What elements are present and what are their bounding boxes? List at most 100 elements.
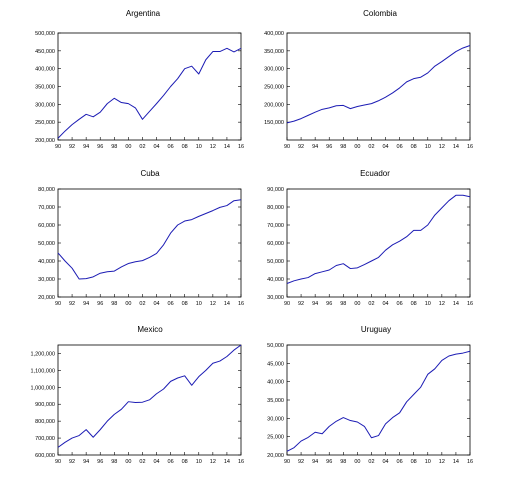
x-tick-label: 98 <box>340 459 346 465</box>
x-tick-label: 00 <box>125 144 131 150</box>
series-line <box>286 45 471 124</box>
x-tick-label: 06 <box>168 459 174 465</box>
x-tick-label: 04 <box>382 144 388 150</box>
y-tick-label: 60,000 <box>38 223 55 229</box>
y-tick-label: 700,000 <box>35 436 55 442</box>
x-tick-label: 02 <box>139 301 145 307</box>
x-tick-label: 16 <box>238 301 244 307</box>
x-tick-label: 98 <box>111 459 117 465</box>
x-tick-label: 96 <box>326 301 332 307</box>
y-tick-label: 350,000 <box>264 49 284 55</box>
y-tick-label: 400,000 <box>264 31 284 37</box>
x-tick-label: 94 <box>312 144 318 150</box>
x-tick-label: 00 <box>125 301 131 307</box>
x-tick-label: 00 <box>354 301 360 307</box>
y-tick-label: 1,200,000 <box>31 351 55 357</box>
y-tick-label: 60,000 <box>267 241 284 247</box>
series-line <box>286 194 471 284</box>
x-tick-label: 90 <box>284 459 290 465</box>
plot-frame <box>57 344 242 456</box>
x-tick-label: 12 <box>210 459 216 465</box>
x-tick-label: 00 <box>125 459 131 465</box>
x-tick-label: 14 <box>224 301 230 307</box>
panel-argentina: Argentina 200,000 250,000 300,000 350,000 400… <box>35 9 244 150</box>
y-tick-label: 200,000 <box>35 138 55 144</box>
y-tick-label: 800,000 <box>35 419 55 425</box>
y-tick-label: 50,000 <box>267 259 284 265</box>
x-tick-label: 06 <box>397 301 403 307</box>
x-tick-label: 08 <box>182 301 188 307</box>
plot-frame <box>286 188 471 298</box>
y-tick-label: 900,000 <box>35 402 55 408</box>
x-tick-label: 90 <box>284 144 290 150</box>
y-tick-label: 1,000,000 <box>31 385 55 391</box>
x-tick-label: 00 <box>354 459 360 465</box>
y-tick-label: 1,100,000 <box>31 368 55 374</box>
y-tick-label: 40,000 <box>267 380 284 386</box>
y-tick-label: 150,000 <box>264 120 284 126</box>
y-tick-label: 500,000 <box>35 31 55 37</box>
x-tick-label: 08 <box>182 144 188 150</box>
x-tick-label: 94 <box>83 301 89 307</box>
x-tick-label: 04 <box>153 301 159 307</box>
x-tick-label: 10 <box>196 144 202 150</box>
y-tick-label: 20,000 <box>267 453 284 459</box>
y-tick-label: 250,000 <box>35 120 55 126</box>
y-tick-label: 80,000 <box>38 187 55 193</box>
y-tick-label: 350,000 <box>35 85 55 91</box>
x-tick-label: 92 <box>69 301 75 307</box>
panel-uruguay: Uruguay 20,000 25,000 30,000 35,000 40,000 45,… <box>267 325 473 465</box>
x-tick-label: 96 <box>97 144 103 150</box>
x-tick-label: 12 <box>439 459 445 465</box>
x-tick-label: 10 <box>196 459 202 465</box>
x-tick-label: 14 <box>224 144 230 150</box>
x-tick-label: 94 <box>312 459 318 465</box>
x-tick-label: 90 <box>55 144 61 150</box>
x-tick-label: 90 <box>55 301 61 307</box>
panel-cuba: Cuba 20,000 30,000 40,000 50,000 60,000 70,000… <box>38 169 244 307</box>
y-tick-label: 25,000 <box>267 435 284 441</box>
x-tick-label: 06 <box>168 144 174 150</box>
y-tick-label: 600,000 <box>35 453 55 459</box>
x-tick-label: 16 <box>467 459 473 465</box>
y-tick-label: 70,000 <box>267 223 284 229</box>
series-line <box>57 199 242 280</box>
y-tick-label: 300,000 <box>264 67 284 73</box>
x-tick-label: 10 <box>425 144 431 150</box>
y-tick-label: 250,000 <box>264 85 284 91</box>
x-tick-label: 12 <box>439 301 445 307</box>
x-tick-label: 98 <box>111 301 117 307</box>
y-tick-label: 300,000 <box>35 102 55 108</box>
y-tick-label: 45,000 <box>267 361 284 367</box>
y-tick-label: 40,000 <box>267 277 284 283</box>
series-line <box>57 344 242 448</box>
x-tick-label: 16 <box>467 301 473 307</box>
x-tick-label: 02 <box>139 144 145 150</box>
x-tick-label: 98 <box>111 144 117 150</box>
x-tick-label: 10 <box>425 459 431 465</box>
y-tick-label: 450,000 <box>35 49 55 55</box>
x-tick-label: 12 <box>439 144 445 150</box>
x-tick-label: 96 <box>326 144 332 150</box>
x-tick-label: 08 <box>411 459 417 465</box>
x-tick-label: 10 <box>196 301 202 307</box>
y-tick-label: 400,000 <box>35 67 55 73</box>
panel-title: Colombia <box>363 9 397 18</box>
y-tick-label: 200,000 <box>264 102 284 108</box>
y-tick-label: 80,000 <box>267 205 284 211</box>
x-tick-label: 14 <box>453 301 459 307</box>
y-tick-label: 70,000 <box>38 205 55 211</box>
x-tick-label: 98 <box>340 301 346 307</box>
x-tick-label: 92 <box>69 459 75 465</box>
panel-title: Uruguay <box>361 325 391 334</box>
panel-title: Mexico <box>137 325 163 334</box>
x-tick-label: 94 <box>312 301 318 307</box>
x-tick-label: 12 <box>210 301 216 307</box>
y-tick-label: 40,000 <box>38 259 55 265</box>
plot-frame <box>57 188 242 298</box>
x-tick-label: 94 <box>83 144 89 150</box>
x-tick-label: 02 <box>368 459 374 465</box>
x-tick-label: 92 <box>69 144 75 150</box>
x-tick-label: 14 <box>453 144 459 150</box>
y-tick-label: 30,000 <box>267 295 284 301</box>
